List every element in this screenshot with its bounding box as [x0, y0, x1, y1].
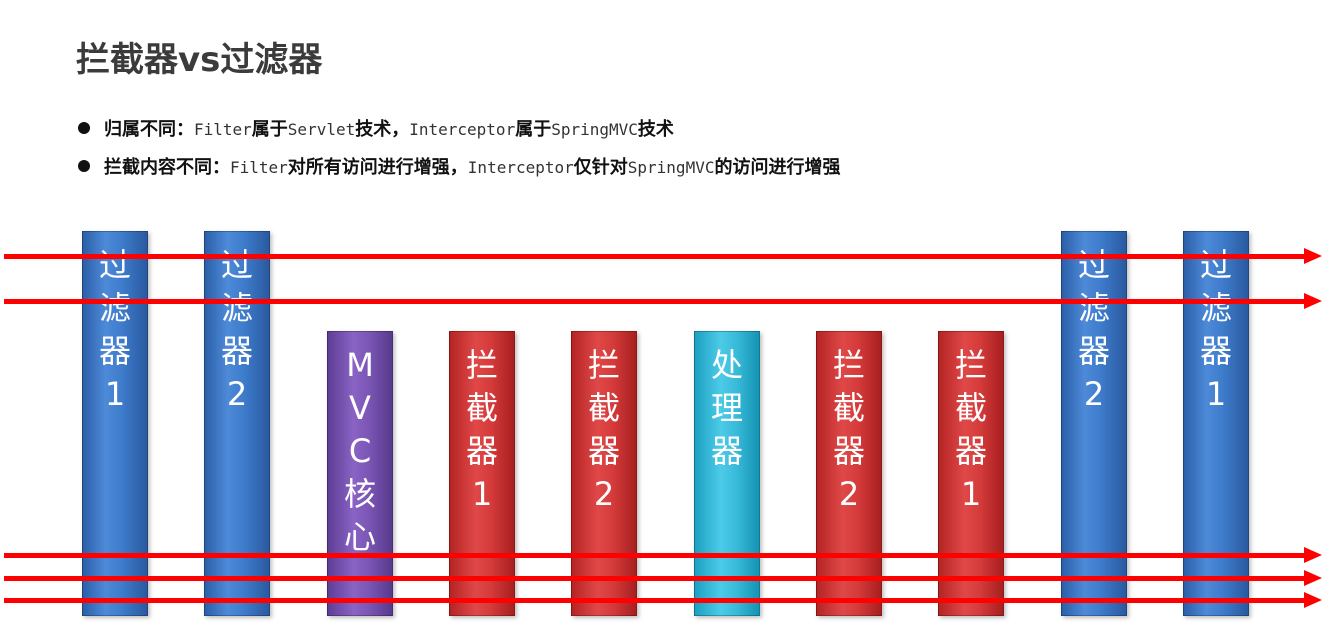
bullet-scope: 拦截内容不同：Filter对所有访问进行增强，Interceptor仅针对Spr… [78, 154, 840, 192]
column-label-char: 拦 [954, 346, 987, 384]
column-label-char: 截 [832, 389, 865, 427]
column-label-char: 理 [710, 389, 743, 427]
bullet-fragment: 技术， [355, 119, 410, 140]
bullet-fragment: 归属不同： [104, 119, 194, 140]
column-label-char: 器 [98, 332, 131, 370]
column-label-char: 器 [832, 432, 865, 470]
column-label-char: 截 [587, 389, 620, 427]
column-label-char: 器 [954, 432, 987, 470]
column-label-char: 滤 [98, 289, 131, 327]
column-interceptor-2-out: 拦截器 2 [816, 331, 882, 616]
column-label-char: 过 [98, 246, 131, 284]
bullet-fragment: 仅针对 [573, 157, 628, 178]
bullet-ownership: 归属不同：Filter属于Servlet技术，Interceptor属于Spri… [78, 116, 840, 154]
bullet-fragment: 的访问进行增强 [714, 157, 841, 178]
column-label-char: 截 [954, 389, 987, 427]
code-term: Interceptor [467, 158, 574, 177]
bullet-dot-icon [78, 160, 90, 172]
bullet-dot-icon [78, 122, 90, 134]
column-label-char: 器 [465, 432, 498, 470]
column-filter-1-in: 过滤器 1 [82, 231, 148, 616]
column-label-char: 器 [220, 332, 253, 370]
column-filter-2-in: 过滤器 2 [204, 231, 270, 616]
bullet-fragment: 技术 [637, 119, 674, 140]
page-title: 拦截器vs过滤器 [76, 40, 323, 80]
column-label-char: 过 [1077, 246, 1110, 284]
column-label-char: 滤 [1199, 289, 1232, 327]
arrow-head-icon [1304, 570, 1322, 586]
column-interceptor-1-out: 拦截器 1 [938, 331, 1004, 616]
flow-arrow [4, 547, 1322, 563]
flow-arrow [4, 248, 1322, 264]
column-label-char: 1 [471, 475, 493, 513]
code-term: SpringMVC [627, 158, 715, 177]
code-term: Interceptor [409, 120, 516, 139]
column-label-char: C [348, 432, 372, 470]
column-label-char: 截 [465, 389, 498, 427]
arrow-head-icon [1304, 293, 1322, 309]
column-label-char: V [349, 389, 371, 427]
arrow-head-icon [1304, 248, 1322, 264]
column-interceptor-1-in: 拦截器 1 [449, 331, 515, 616]
bullet-fragment: 拦截内容不同： [104, 157, 230, 178]
bullet-fragment: 属于 [515, 119, 552, 140]
column-label-char: 1 [104, 375, 126, 413]
column-label-char: 拦 [465, 346, 498, 384]
column-label-char: 2 [1083, 375, 1105, 413]
bullet-list: 归属不同：Filter属于Servlet技术，Interceptor属于Spri… [78, 116, 840, 192]
arrow-head-icon [1304, 547, 1322, 563]
column-label-char: 器 [1077, 332, 1110, 370]
column-label-char: 器 [710, 432, 743, 470]
code-term: Servlet [287, 120, 356, 139]
code-term: SpringMVC [551, 120, 638, 139]
column-label-char: 2 [226, 375, 248, 413]
code-term: Filter [230, 158, 288, 177]
flow-arrow [4, 592, 1322, 608]
column-handler: 处理器 [694, 331, 760, 616]
column-label-char: 拦 [587, 346, 620, 384]
column-interceptor-2-in: 拦截器 2 [571, 331, 637, 616]
column-label-char: M [346, 346, 374, 384]
bullet-fragment: 属于 [251, 119, 288, 140]
column-label-char: 核 [343, 475, 376, 513]
arrow-head-icon [1304, 592, 1322, 608]
column-label-char: 滤 [1077, 289, 1110, 327]
column-label-char: 处 [710, 346, 743, 384]
bullet-fragment: 对所有访问进行增强， [287, 157, 468, 178]
code-term: Filter [194, 120, 252, 139]
column-label-char: 器 [1199, 332, 1232, 370]
column-label-char: 心 [343, 518, 376, 556]
column-label-char: 滤 [220, 289, 253, 327]
flow-arrow [4, 570, 1322, 586]
column-label-char: 1 [960, 475, 982, 513]
column-label-char: 过 [220, 246, 253, 284]
column-label-char: 器 [587, 432, 620, 470]
column-label-char: 2 [593, 475, 615, 513]
flow-arrow [4, 293, 1322, 309]
column-label-char: 1 [1205, 375, 1227, 413]
column-filter-2-out: 过滤器 2 [1061, 231, 1127, 616]
column-label-char: 2 [838, 475, 860, 513]
column-label-char: 拦 [832, 346, 865, 384]
column-label-char: 过 [1199, 246, 1232, 284]
bullet-text: 拦截内容不同：Filter对所有访问进行增强，Interceptor仅针对Spr… [104, 157, 840, 178]
column-filter-1-out: 过滤器 1 [1183, 231, 1249, 616]
bullet-text: 归属不同：Filter属于Servlet技术，Interceptor属于Spri… [104, 119, 674, 140]
